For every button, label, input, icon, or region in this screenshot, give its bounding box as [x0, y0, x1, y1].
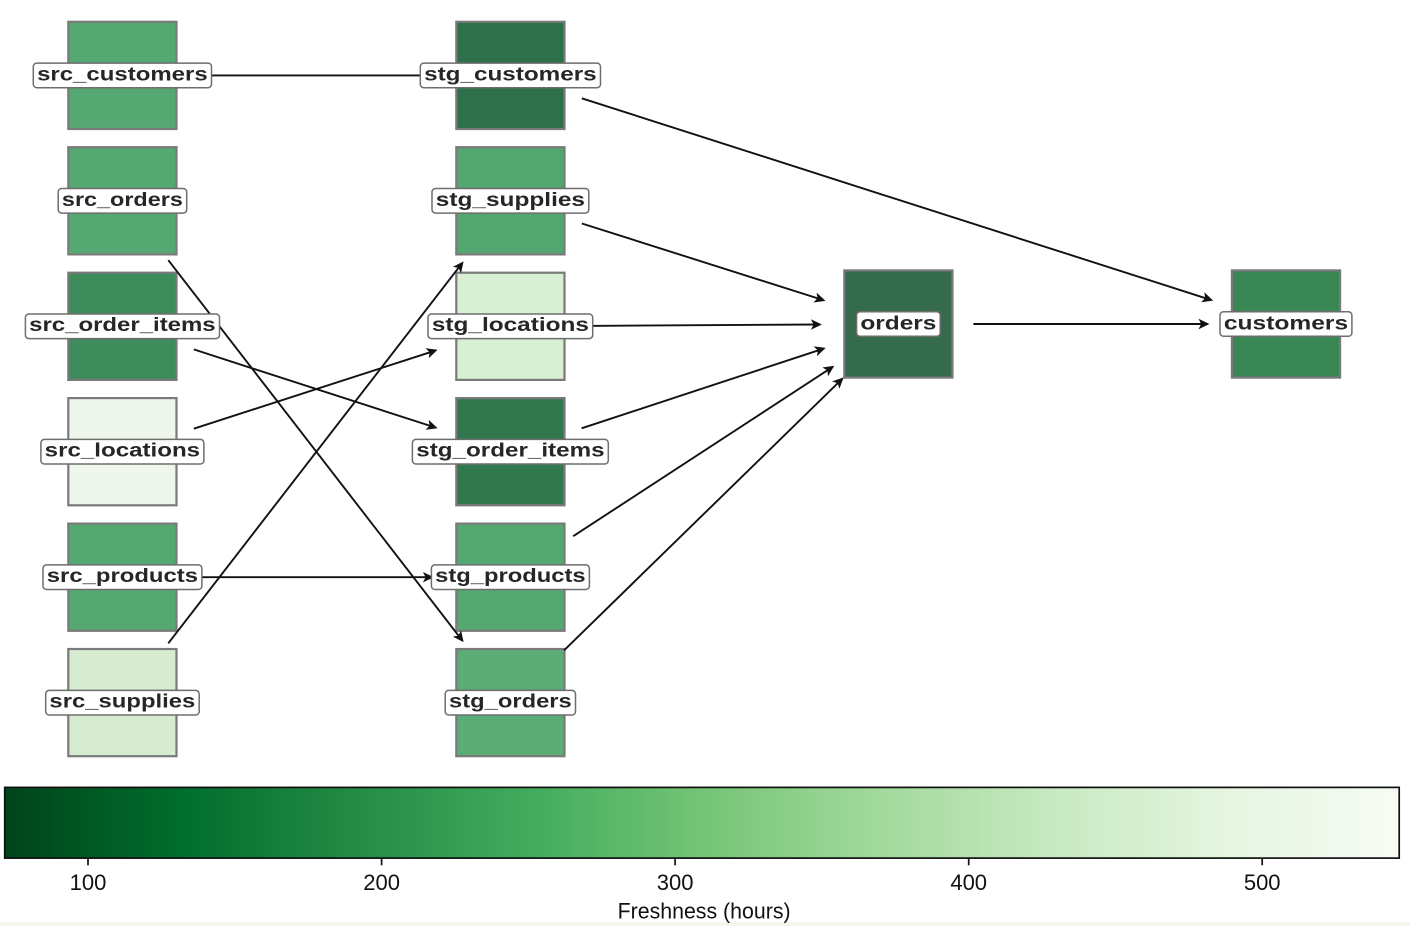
svg-text:300: 300 [657, 870, 694, 895]
svg-text:stg_orders: stg_orders [449, 691, 572, 713]
svg-text:stg_locations: stg_locations [432, 314, 589, 336]
svg-text:stg_customers: stg_customers [424, 63, 597, 85]
svg-text:src_order_items: src_order_items [29, 314, 216, 336]
svg-text:Freshness (hours): Freshness (hours) [618, 898, 791, 923]
svg-text:src_customers: src_customers [37, 63, 208, 85]
svg-text:stg_supplies: stg_supplies [436, 189, 585, 211]
svg-text:src_orders: src_orders [62, 189, 183, 211]
svg-text:src_products: src_products [47, 565, 198, 587]
svg-text:stg_order_items: stg_order_items [416, 440, 604, 462]
svg-text:src_supplies: src_supplies [49, 691, 195, 713]
svg-text:100: 100 [70, 870, 107, 895]
svg-text:200: 200 [363, 870, 400, 895]
svg-text:src_locations: src_locations [45, 440, 200, 462]
svg-text:400: 400 [950, 870, 987, 895]
svg-text:customers: customers [1224, 312, 1348, 334]
svg-text:orders: orders [860, 312, 936, 334]
svg-text:stg_products: stg_products [435, 565, 585, 587]
svg-text:500: 500 [1244, 870, 1281, 895]
